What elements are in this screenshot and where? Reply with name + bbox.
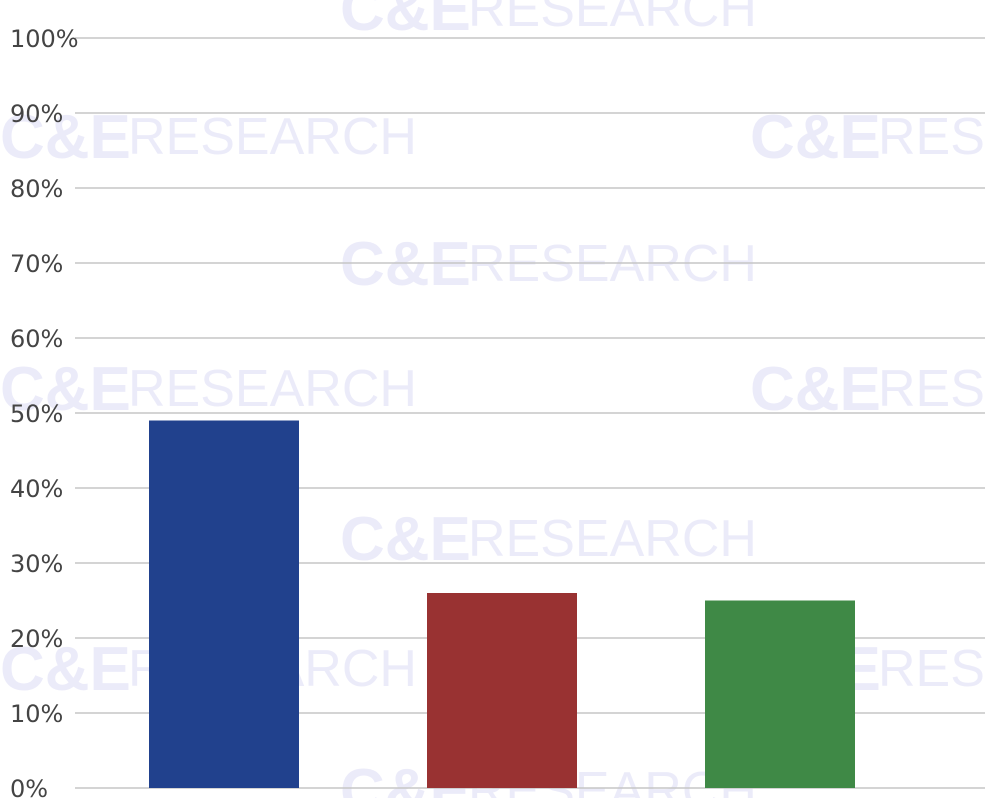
- bar: [149, 420, 299, 788]
- watermark-word: RESEARCH: [878, 360, 989, 418]
- y-tick-label: 50%: [10, 400, 63, 428]
- y-tick-label: 60%: [10, 325, 63, 353]
- y-axis: 0% 10% 20% 30% 40% 50% 60% 70% 80% 90% 100%: [10, 25, 79, 798]
- watermark-word: RESEARCH: [468, 0, 757, 38]
- y-tick-label: 70%: [10, 250, 63, 278]
- y-tick-label: 40%: [10, 475, 63, 503]
- watermark-logo: C&E: [0, 103, 131, 172]
- watermark-word: RESEARCH: [128, 108, 417, 166]
- watermark-word: RESEARCH: [878, 640, 989, 698]
- y-tick-label: 80%: [10, 175, 63, 203]
- bars: [149, 420, 855, 788]
- watermark-word: RESEARCH: [878, 108, 989, 166]
- watermark-logo: C&E: [750, 103, 881, 172]
- y-tick-label: 0%: [10, 775, 48, 798]
- y-tick-label: 20%: [10, 625, 63, 653]
- bar: [427, 593, 577, 788]
- y-tick-label: 30%: [10, 550, 63, 578]
- watermark-logo: C&E: [340, 0, 471, 44]
- bar: [705, 600, 855, 788]
- watermark-logo: C&E: [340, 230, 471, 299]
- y-tick-label: 10%: [10, 700, 63, 728]
- watermark-word: RESEARCH: [468, 235, 757, 293]
- y-tick-label: 100%: [10, 25, 79, 53]
- watermark-word: RESEARCH: [128, 360, 417, 418]
- y-tick-label: 90%: [10, 100, 63, 128]
- watermark-logo: C&E: [0, 635, 131, 704]
- watermark-word: RESEARCH: [468, 510, 757, 568]
